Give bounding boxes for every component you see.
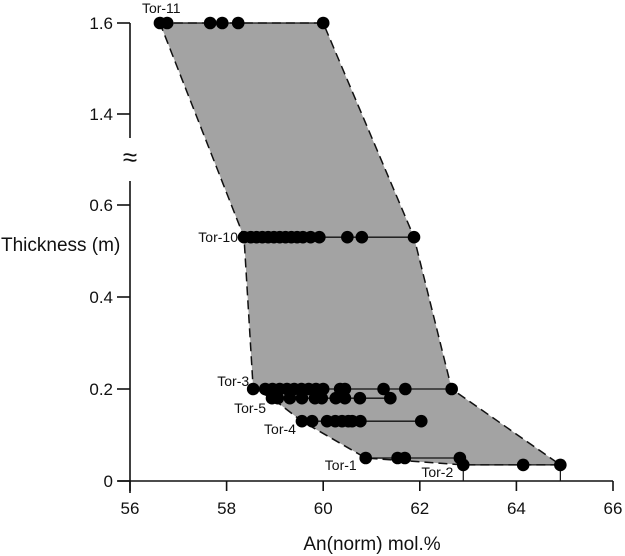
x-tick-label: 64 <box>507 499 526 518</box>
data-point <box>295 414 309 428</box>
data-point <box>246 382 260 396</box>
envelope-polygon <box>158 22 563 466</box>
data-point <box>313 230 326 244</box>
y-tick-label: 0.4 <box>89 288 113 307</box>
data-point <box>445 382 458 396</box>
data-point <box>203 16 217 30</box>
x-ticks: 56 58 60 62 64 66 <box>121 481 623 518</box>
series-label-tor-1: Tor-1 <box>325 457 357 473</box>
data-point <box>353 391 367 405</box>
y-tick-label: 0.6 <box>89 196 113 215</box>
data-point <box>456 458 470 472</box>
x-tick-label: 62 <box>410 499 429 518</box>
data-point <box>231 16 245 30</box>
y-axis-title: Thickness (m) <box>1 235 120 256</box>
data-point <box>305 414 319 428</box>
data-point <box>338 382 352 396</box>
x-tick-label: 58 <box>217 499 236 518</box>
data-point <box>338 391 352 405</box>
data-point <box>359 451 373 465</box>
x-axis-title: An(norm) mol.% <box>303 534 440 555</box>
data-point <box>355 230 369 244</box>
data-point <box>341 230 354 244</box>
y-ticks: 0 0.2 0.4 0.6 1.4 1.6 <box>89 14 130 491</box>
series-label-tor-5: Tor-5 <box>234 400 266 416</box>
series-label-tor-11: Tor-11 <box>142 0 181 16</box>
series-labels: Tor-11 Tor-10 Tor-3 Tor-5 Tor-4 Tor-1 Tor-2 <box>142 0 454 480</box>
data-points <box>153 16 567 472</box>
data-point <box>354 414 367 428</box>
data-point <box>329 391 343 405</box>
data-point <box>399 382 412 396</box>
y-tick-label: 1.6 <box>89 14 113 33</box>
axis-break-symbol: ≈ <box>123 142 137 172</box>
data-point <box>160 16 174 30</box>
data-point <box>304 230 317 244</box>
y-tick-label: 0 <box>104 472 113 491</box>
data-point <box>315 391 329 405</box>
series-label-tor-10: Tor-10 <box>198 229 238 245</box>
x-tick-label: 66 <box>604 499 623 518</box>
data-point <box>407 230 421 244</box>
data-point <box>516 458 530 472</box>
y-tick-label: 0.2 <box>89 380 113 399</box>
data-point <box>554 458 567 472</box>
y-tick-label: 1.4 <box>89 105 113 124</box>
x-tick-label: 60 <box>314 499 333 518</box>
x-tick-label: 56 <box>121 499 140 518</box>
data-point <box>414 414 428 428</box>
series-label-tor-3: Tor-3 <box>217 373 249 389</box>
series-label-tor-4: Tor-4 <box>264 421 296 437</box>
data-point <box>215 16 229 30</box>
data-point <box>271 391 285 405</box>
data-point <box>295 391 309 405</box>
composition-envelope <box>158 22 563 466</box>
data-point <box>283 391 297 405</box>
data-point <box>316 16 330 30</box>
series-label-tor-2: Tor-2 <box>421 464 453 480</box>
data-point <box>377 382 390 396</box>
data-point <box>398 451 412 465</box>
data-point <box>384 391 397 405</box>
